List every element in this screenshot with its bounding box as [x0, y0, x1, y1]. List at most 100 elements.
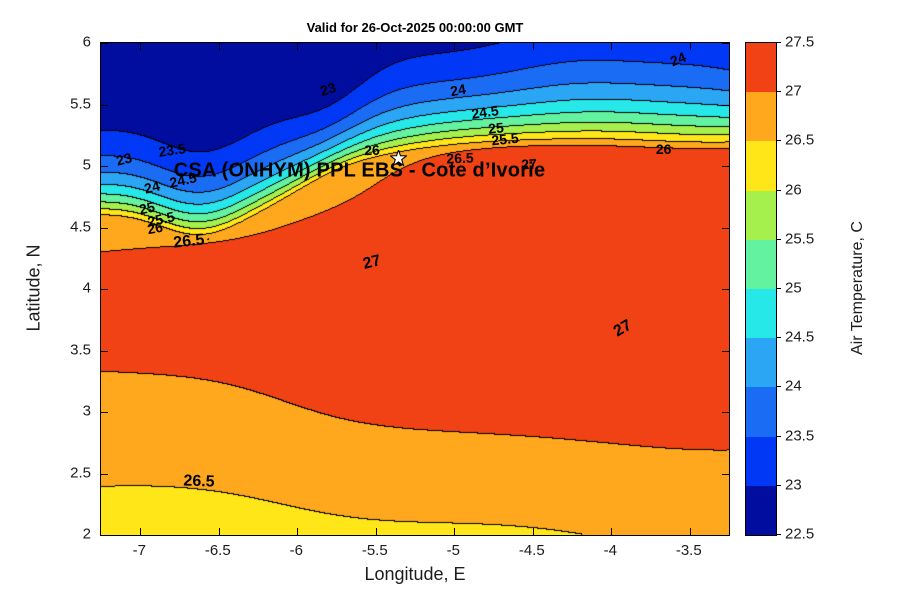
colorbar-band: [746, 289, 776, 339]
y-tick-mark: [722, 412, 729, 413]
colorbar-band: [746, 43, 776, 93]
y-tick-mark: [722, 227, 729, 229]
x-tick-mark: [454, 528, 456, 535]
x-tick-label: -4.5: [518, 542, 545, 559]
colorbar-tick-label: 25.5: [785, 230, 815, 248]
y-tick-label: 4.5: [70, 218, 91, 235]
x-axis-label: Longitude, E: [364, 564, 466, 584]
colorbar-band: [746, 436, 776, 486]
contour-label: 26: [363, 141, 380, 159]
star-marker: [389, 150, 407, 168]
y-axis-label: Latitude, N: [23, 244, 44, 332]
colorbar-band: [746, 92, 776, 142]
colorbar-band: [746, 338, 776, 388]
colorbar-tick-mark: [777, 337, 781, 339]
colorbar-tick-mark: [777, 189, 781, 191]
y-tick-label: 6: [82, 33, 91, 51]
y-tick-mark: [101, 43, 108, 44]
colorbar-tick-mark: [777, 288, 781, 289]
contour-label: 24: [448, 80, 468, 100]
colorbar-tick-mark: [777, 238, 781, 240]
colorbar-tick-label: 26.5: [785, 131, 815, 149]
y-tick-mark: [722, 104, 729, 106]
y-tick-mark: [101, 289, 108, 290]
colorbar-tick-mark: [777, 386, 781, 388]
colorbar-band: [746, 190, 776, 240]
plot-title: Valid for 26-Oct-2025 00:00:00 GMT: [306, 20, 524, 35]
colorbar-band: [746, 485, 776, 535]
y-tick-mark: [101, 535, 108, 536]
x-tick-mark: [140, 43, 142, 50]
y-tick-mark: [722, 535, 729, 536]
colorbar-tick-mark: [777, 140, 781, 142]
y-tick-mark: [101, 473, 108, 475]
y-tick-mark: [101, 166, 108, 167]
contour-label: 27: [520, 155, 537, 173]
x-tick-mark: [375, 43, 377, 50]
x-tick-mark: [454, 43, 456, 50]
contour-label: 23: [114, 149, 134, 169]
colorbar-tick-label: 24: [785, 377, 802, 395]
x-tick-mark: [297, 43, 299, 50]
x-tick-label: -3.5: [675, 542, 702, 559]
y-tick-mark: [722, 289, 729, 290]
y-tick-label: 4: [82, 279, 91, 297]
x-tick-label: -4: [603, 542, 617, 559]
colorbar-label: Air Temperature, C: [849, 221, 866, 355]
x-tick-mark: [218, 43, 220, 50]
y-tick-label: 5.5: [70, 95, 91, 112]
contour-label: 26: [145, 218, 164, 237]
y-tick-mark: [101, 227, 108, 229]
colorbar-tick-label: 26: [785, 181, 802, 199]
y-tick-mark: [101, 412, 108, 413]
x-tick-mark: [611, 528, 613, 535]
x-tick-mark: [140, 528, 142, 535]
colorbar-tick-label: 23: [785, 476, 802, 494]
colorbar-tick-label: 22.5: [785, 525, 815, 543]
x-tick-mark: [611, 43, 613, 50]
colorbar-tick-label: 25: [785, 279, 802, 297]
x-tick-label: -5.5: [361, 542, 388, 559]
colorbar-tick-mark: [777, 91, 781, 93]
x-tick-label: -6: [289, 542, 303, 559]
x-tick-mark: [532, 43, 534, 50]
y-tick-mark: [101, 104, 108, 106]
y-tick-label: 3: [82, 402, 91, 420]
y-tick-mark: [722, 350, 729, 352]
x-tick-label: -5: [446, 542, 460, 559]
y-tick-label: 5: [82, 156, 91, 174]
x-tick-mark: [689, 43, 691, 50]
contour-label: 26: [655, 141, 672, 157]
x-tick-mark: [297, 528, 299, 535]
y-tick-mark: [101, 350, 108, 352]
x-tick-label: -7: [132, 542, 146, 559]
y-tick-mark: [722, 43, 729, 44]
colorbar-tick-mark: [777, 42, 781, 43]
y-tick-label: 2: [82, 525, 91, 543]
contour-field-canvas: [101, 43, 729, 535]
x-tick-mark: [532, 528, 534, 535]
y-tick-label: 3.5: [70, 341, 91, 358]
colorbar: [745, 42, 777, 536]
contour-label: 25.5: [490, 129, 520, 149]
colorbar-tick-label: 27.5: [785, 33, 815, 51]
x-tick-mark: [218, 528, 220, 535]
colorbar-tick-label: 24.5: [785, 328, 815, 346]
contour-label: 26.5: [183, 472, 215, 491]
colorbar-tick-label: 23.5: [785, 427, 815, 445]
colorbar-band: [746, 141, 776, 191]
x-tick-label: -6.5: [204, 542, 231, 559]
colorbar-tick-label: 27: [785, 82, 802, 100]
x-tick-mark: [689, 528, 691, 535]
site-annotation: CSA (ONHYM) PPL EBS - Cote d’Ivorie: [173, 159, 546, 182]
colorbar-tick-mark: [777, 435, 781, 437]
colorbar-band: [746, 239, 776, 289]
colorbar-tick-mark: [777, 484, 781, 486]
colorbar-tick-mark: [777, 534, 781, 535]
y-tick-label: 2.5: [70, 464, 91, 481]
plot-area: [100, 42, 730, 536]
y-tick-mark: [722, 473, 729, 475]
x-tick-mark: [375, 528, 377, 535]
colorbar-band: [746, 387, 776, 437]
